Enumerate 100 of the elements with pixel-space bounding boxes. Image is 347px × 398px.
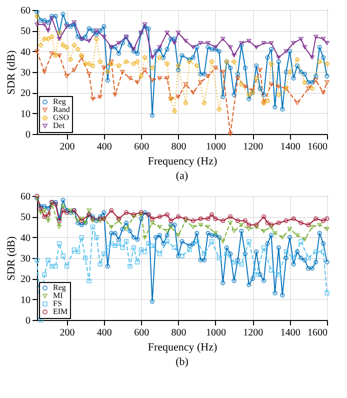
- point: [320, 36, 326, 42]
- point: [284, 49, 288, 54]
- point: [183, 218, 188, 223]
- point: [198, 216, 203, 222]
- point: [42, 272, 47, 277]
- point: [194, 63, 200, 68]
- point: [34, 14, 40, 19]
- y-tick-label: 40: [20, 46, 30, 58]
- point: [124, 210, 129, 215]
- point: [190, 45, 196, 50]
- point: [180, 254, 184, 258]
- x-tick-label: 1600: [308, 142, 328, 152]
- point: [294, 233, 300, 238]
- point: [34, 258, 40, 262]
- point: [172, 40, 177, 46]
- point: [86, 72, 92, 76]
- point: [239, 222, 244, 228]
- point: [213, 216, 218, 222]
- point: [261, 229, 266, 234]
- point: [150, 243, 155, 248]
- point: [265, 220, 270, 226]
- point: [302, 45, 308, 50]
- point: [53, 53, 58, 58]
- point: [276, 92, 282, 98]
- point: [268, 222, 274, 228]
- y-tick-label: 60: [20, 6, 30, 16]
- point: [90, 63, 96, 68]
- point: [313, 249, 318, 254]
- y-tick-label: 30: [20, 68, 30, 78]
- legend-label: MI: [53, 291, 64, 300]
- point: [90, 224, 96, 230]
- point: [246, 92, 252, 98]
- point: [150, 78, 155, 82]
- point: [306, 86, 311, 91]
- point: [272, 231, 278, 236]
- point: [320, 90, 326, 95]
- point: [135, 260, 140, 265]
- point: [298, 220, 304, 226]
- x-tick-label: 1000: [206, 328, 226, 338]
- x-tick-label: 1200: [243, 142, 264, 152]
- point: [164, 229, 170, 234]
- point: [220, 70, 226, 74]
- x-tick-label: 600: [134, 142, 150, 152]
- point: [176, 214, 181, 220]
- point: [94, 28, 99, 33]
- point: [228, 220, 233, 225]
- point: [42, 208, 47, 213]
- point: [294, 57, 300, 62]
- point: [190, 90, 196, 95]
- point: [72, 68, 77, 72]
- point: [157, 45, 162, 50]
- point: [261, 214, 266, 220]
- point: [164, 76, 170, 80]
- point: [79, 216, 84, 221]
- y-tick-label: 50: [20, 26, 30, 38]
- point: [157, 76, 162, 80]
- point: [232, 53, 236, 58]
- point: [105, 70, 110, 74]
- point: [46, 28, 51, 33]
- y-tick-label: 50: [20, 212, 30, 224]
- point: [213, 231, 218, 236]
- point: [246, 239, 252, 244]
- legend-label: GSO: [53, 113, 70, 122]
- point: [324, 290, 330, 296]
- y-tick-label: 0: [26, 316, 30, 326]
- legend-label: Reg: [53, 283, 66, 292]
- point: [38, 42, 44, 48]
- x-tick-label: 800: [171, 142, 186, 152]
- text: (a): [176, 170, 188, 182]
- point: [246, 226, 252, 232]
- point: [72, 247, 77, 252]
- point: [164, 212, 170, 217]
- point: [56, 36, 62, 42]
- point: [287, 70, 292, 74]
- point: [34, 22, 40, 27]
- point: [190, 218, 196, 224]
- point: [116, 40, 122, 46]
- point: [42, 36, 47, 42]
- x-axis-title: Frequency (Hz): [148, 342, 218, 354]
- point: [94, 36, 99, 42]
- point: [50, 202, 54, 206]
- x-tick-label: 1400: [280, 142, 300, 152]
- point: [268, 61, 274, 66]
- point: [142, 249, 148, 254]
- point: [42, 214, 47, 220]
- text: (b): [176, 356, 189, 368]
- point: [242, 218, 248, 224]
- point: [56, 224, 62, 230]
- point: [284, 249, 288, 254]
- point: [42, 22, 47, 27]
- point: [108, 224, 114, 230]
- point: [86, 38, 92, 44]
- point: [202, 100, 207, 106]
- y-tick-label: 30: [20, 254, 30, 264]
- y-tick-label: 40: [20, 232, 30, 244]
- point: [254, 222, 259, 228]
- x-tick-label: 1400: [280, 328, 300, 338]
- point: [120, 245, 125, 250]
- point: [102, 251, 106, 256]
- point: [220, 36, 226, 42]
